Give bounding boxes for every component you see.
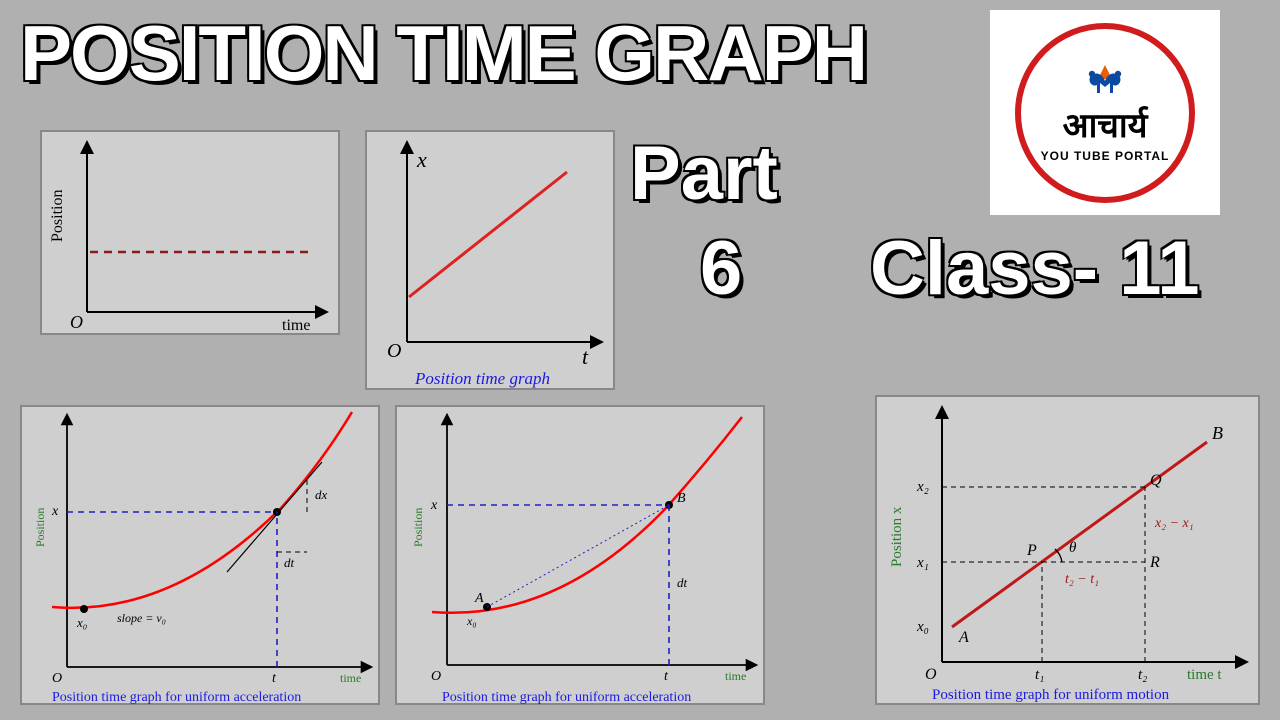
- svg-text:Position: Position: [33, 508, 47, 547]
- part-label: Part: [630, 130, 778, 217]
- part-number: 6: [700, 225, 742, 312]
- channel-logo: आचार्य YOU TUBE PORTAL: [990, 10, 1220, 215]
- svg-text:A: A: [474, 591, 484, 606]
- svg-text:t₁: t₁: [1035, 667, 1044, 683]
- g2-xlabel: t: [582, 344, 589, 369]
- svg-text:time: time: [725, 669, 746, 683]
- g1-origin: O: [70, 312, 83, 332]
- svg-text:B: B: [1212, 423, 1223, 443]
- svg-text:R: R: [1149, 554, 1160, 571]
- svg-text:x₂: x₂: [916, 479, 929, 495]
- svg-text:Position time graph for unifor: Position time graph for uniform motion: [932, 687, 1170, 703]
- svg-text:O: O: [431, 669, 441, 684]
- svg-text:x: x: [430, 498, 438, 513]
- g2-ylabel: x: [416, 147, 427, 172]
- g2-origin: O: [387, 340, 401, 362]
- svg-text:x: x: [51, 504, 59, 519]
- graph-accel-tangent: dx dt Position time x t O x₀ slope = v₀ …: [20, 405, 380, 705]
- svg-text:dt: dt: [677, 575, 688, 590]
- g1-ylabel: Position: [49, 190, 66, 242]
- svg-text:Position x: Position x: [889, 506, 905, 567]
- svg-text:x₀: x₀: [466, 614, 477, 628]
- logo-people-icon: [1070, 63, 1140, 101]
- g2-caption: Position time graph: [414, 369, 550, 388]
- class-label: Class- 11: [870, 225, 1200, 312]
- graph-uniform-motion: A B P Q R θ x₂ x₁ x₀ t₁ t₂ O x₂ − x₁ t₂ …: [875, 395, 1260, 705]
- graph-linear: x t O Position time graph: [365, 130, 615, 390]
- svg-text:time t: time t: [1187, 667, 1222, 683]
- svg-text:Position time graph for unifor: Position time graph for uniform accelera…: [52, 690, 301, 705]
- svg-text:Q: Q: [1150, 472, 1162, 489]
- graph-constant-position: Position time O: [40, 130, 340, 335]
- logo-subtitle: YOU TUBE PORTAL: [1041, 149, 1170, 163]
- svg-text:θ: θ: [1069, 540, 1077, 556]
- svg-text:t₂: t₂: [1138, 667, 1147, 683]
- main-title: POSITION TIME GRAPH: [20, 8, 866, 99]
- logo-hindi-text: आचार्य: [1063, 101, 1148, 147]
- svg-text:A: A: [958, 629, 969, 646]
- svg-text:t₂ − t₁: t₂ − t₁: [1065, 572, 1099, 587]
- svg-text:P: P: [1026, 542, 1037, 559]
- g1-xlabel: time: [282, 317, 310, 334]
- svg-text:Position time graph for unifor: Position time graph for uniform accelera…: [442, 690, 691, 705]
- svg-text:B: B: [677, 491, 686, 506]
- svg-text:O: O: [52, 671, 62, 686]
- svg-text:x₂ − x₁: x₂ − x₁: [1154, 516, 1194, 531]
- svg-text:slope = v₀: slope = v₀: [117, 611, 166, 625]
- svg-text:x₀: x₀: [916, 619, 929, 635]
- svg-text:dx: dx: [315, 487, 328, 502]
- graph-accel-chord: A B dt Position time x t O x₀ Position t…: [395, 405, 765, 705]
- svg-text:dt: dt: [284, 555, 295, 570]
- svg-text:Position: Position: [411, 508, 425, 547]
- svg-text:t: t: [272, 671, 277, 686]
- svg-text:O: O: [925, 666, 937, 683]
- logo-circle: आचार्य YOU TUBE PORTAL: [1015, 23, 1195, 203]
- svg-text:t: t: [664, 669, 669, 684]
- svg-text:time: time: [340, 671, 361, 685]
- svg-text:x₁: x₁: [916, 555, 929, 571]
- svg-text:x₀: x₀: [76, 615, 87, 630]
